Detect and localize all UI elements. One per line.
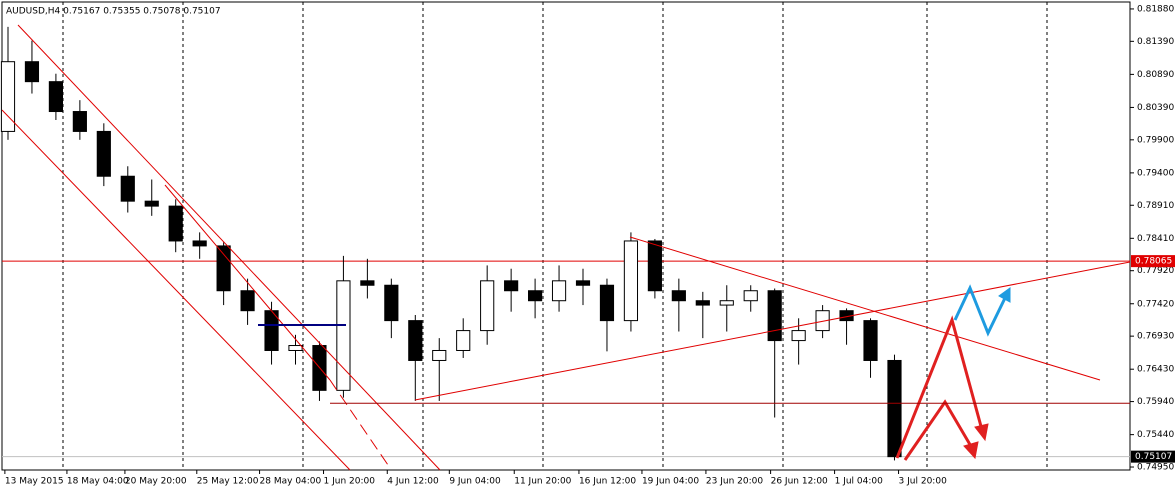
price-label: 0.75107 bbox=[1135, 452, 1172, 462]
x-tick-label: 4 Jun 12:00 bbox=[387, 477, 439, 487]
y-tick-label: 0.80390 bbox=[1137, 103, 1174, 113]
y-tick-label: 0.75440 bbox=[1137, 430, 1174, 440]
candle-body bbox=[24, 61, 40, 83]
candle-body bbox=[863, 320, 878, 361]
y-tick-label: 0.77920 bbox=[1137, 266, 1174, 276]
y-tick-label: 0.74950 bbox=[1137, 463, 1174, 473]
candle-body bbox=[528, 290, 543, 302]
x-tick-label: 9 Jun 04:00 bbox=[449, 477, 501, 487]
candle-body bbox=[647, 240, 662, 292]
y-tick-label: 0.79400 bbox=[1137, 168, 1174, 178]
y-tick-label: 0.75940 bbox=[1137, 397, 1174, 407]
x-tick-label: 13 May 2015 bbox=[5, 477, 64, 487]
x-tick-label: 25 May 12:00 bbox=[197, 477, 259, 487]
candle-body bbox=[336, 280, 351, 391]
day-separators bbox=[62, 2, 1048, 470]
y-tick-label: 0.76430 bbox=[1137, 365, 1174, 375]
y-tick-label: 0.77420 bbox=[1137, 299, 1174, 309]
candle-body bbox=[695, 300, 710, 306]
candle-body bbox=[599, 284, 615, 322]
x-tick-label: 28 May 04:00 bbox=[260, 477, 322, 487]
candle-body bbox=[767, 290, 782, 342]
price-label-box bbox=[1131, 450, 1175, 463]
chart-title: AUDUSD,H4 0.75167 0.75355 0.75078 0.7510… bbox=[6, 7, 221, 17]
candle-body bbox=[432, 349, 447, 361]
candle-body bbox=[384, 284, 399, 322]
x-tick-label: 20 May 20:00 bbox=[125, 477, 187, 487]
y-tick-label: 0.76930 bbox=[1137, 332, 1174, 342]
x-tick-label: 23 Jun 20:00 bbox=[706, 477, 763, 487]
candle-body bbox=[48, 81, 63, 113]
x-tick-label: 11 Jun 20:00 bbox=[514, 477, 571, 487]
candle-body bbox=[623, 240, 639, 322]
candle-body bbox=[504, 280, 519, 292]
y-tick-label: 0.78410 bbox=[1137, 234, 1174, 244]
candle-body bbox=[96, 130, 111, 177]
candle-body bbox=[791, 330, 806, 342]
candle-body bbox=[815, 310, 830, 332]
y-tick-label: 0.79900 bbox=[1137, 135, 1174, 145]
candle-body bbox=[72, 111, 87, 132]
candle-body bbox=[480, 280, 495, 332]
y-tick-label: 0.81880 bbox=[1137, 4, 1174, 14]
candle-body bbox=[743, 290, 758, 302]
drawings bbox=[1, 24, 1131, 471]
y-tick-label: 0.78910 bbox=[1137, 201, 1174, 211]
candle-body bbox=[887, 359, 902, 458]
candle-body bbox=[120, 175, 135, 202]
candle-body bbox=[719, 300, 734, 306]
x-tick-label: 1 Jul 04:00 bbox=[835, 477, 884, 487]
candle-body bbox=[0, 61, 16, 132]
x-tick-label: 16 Jun 12:00 bbox=[579, 477, 636, 487]
y-tick-label: 0.81390 bbox=[1137, 37, 1174, 47]
candle-body bbox=[551, 280, 567, 302]
candle-body bbox=[216, 245, 231, 292]
x-tick-label: 18 May 04:00 bbox=[67, 477, 129, 487]
x-tick-label: 3 Jul 20:00 bbox=[899, 477, 948, 487]
candle-body bbox=[144, 200, 159, 207]
candle-body bbox=[575, 280, 591, 286]
candle-body bbox=[360, 280, 375, 286]
x-tick-label: 26 Jun 12:00 bbox=[771, 477, 828, 487]
candle-body bbox=[240, 290, 255, 312]
plot-frame bbox=[1, 1, 1131, 471]
candle-body bbox=[408, 320, 423, 361]
candle-body bbox=[288, 345, 303, 351]
candle-body bbox=[168, 205, 183, 242]
candle-body bbox=[456, 330, 471, 351]
price-label: 0.78065 bbox=[1135, 257, 1172, 267]
candle-body bbox=[671, 290, 686, 302]
price-label-box bbox=[1131, 255, 1175, 268]
candle-body bbox=[192, 240, 207, 247]
y-tick-label: 0.80890 bbox=[1137, 70, 1174, 80]
x-tick-label: 19 Jun 04:00 bbox=[642, 477, 699, 487]
x-tick-label: 1 Jun 20:00 bbox=[324, 477, 376, 487]
